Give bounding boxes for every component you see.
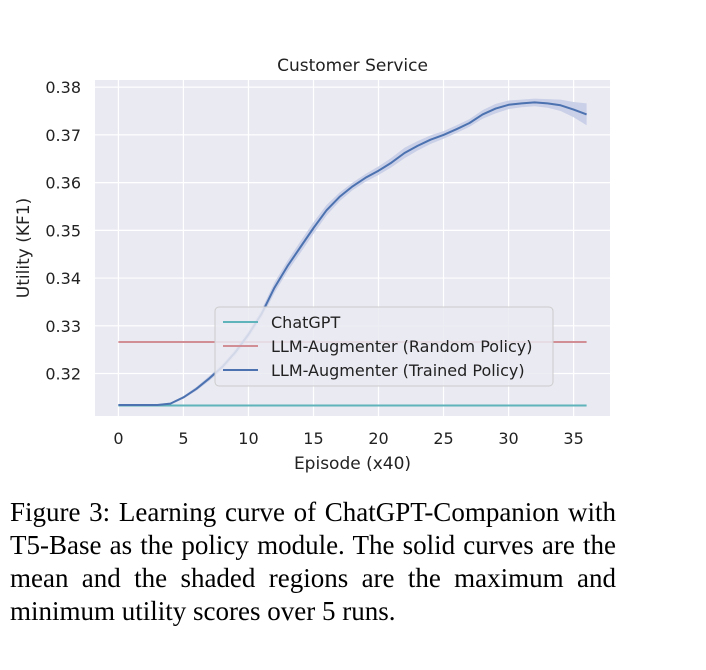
x-tick-label: 10	[238, 429, 258, 448]
axis-tick-labels: 0 5 10 15 20 25 30 35 0.32 0.33 0.34 0.35 0.36 0.37 0.…	[45, 78, 583, 448]
learning-curve-chart: 0 5 10 15 20 25 30 35 0.32 0.33 0.34 0.35 0.36 0.37 0.…	[14, 56, 610, 474]
x-tick-label: 25	[433, 429, 453, 448]
y-tick-label: 0.34	[45, 269, 81, 288]
x-tick-label: 15	[303, 429, 323, 448]
legend-box	[214, 306, 554, 387]
x-tick-label: 0	[113, 429, 123, 448]
y-tick-label: 0.32	[45, 365, 81, 384]
figure-caption: Figure 3: Learning curve of ChatGPT-Comp…	[10, 497, 616, 626]
legend-label-chatgpt: ChatGPT	[271, 313, 340, 332]
x-tick-label: 30	[498, 429, 518, 448]
x-tick-label: 20	[368, 429, 388, 448]
y-tick-label: 0.38	[45, 78, 81, 97]
series-line	[118, 101, 587, 406]
x-tick-label: 35	[563, 429, 583, 448]
y-tick-label: 0.33	[45, 317, 81, 336]
x-axis-label: Episode (x40)	[294, 454, 411, 474]
x-tick-label: 5	[178, 429, 188, 448]
y-tick-label: 0.35	[45, 221, 81, 240]
y-axis-label: Utility (KF1)	[14, 198, 34, 298]
y-tick-label: 0.37	[45, 126, 81, 145]
legend-label-trained-policy: LLM-Augmenter (Trained Policy)	[271, 361, 525, 380]
legend-label-random-policy: LLM-Augmenter (Random Policy)	[271, 337, 532, 356]
chart-title: Customer Service	[277, 56, 428, 76]
legend: ChatGPT LLM-Augmenter (Random Policy) LL…	[214, 306, 554, 387]
y-tick-label: 0.36	[45, 174, 81, 193]
